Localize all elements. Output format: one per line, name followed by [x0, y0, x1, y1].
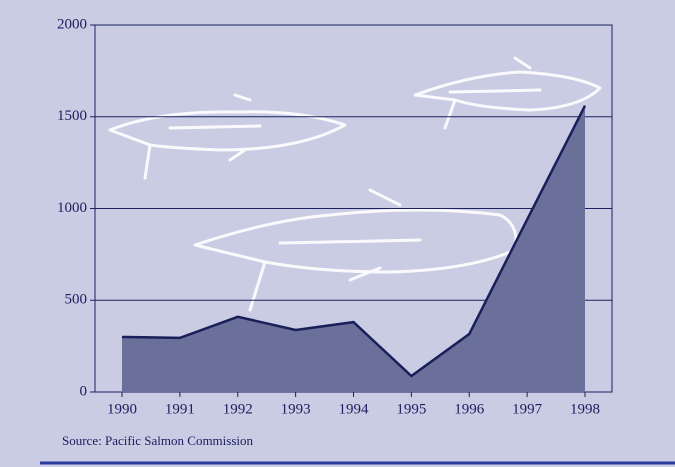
y-tick-label: 1500: [57, 108, 87, 124]
x-tick-label: 1998: [570, 401, 600, 417]
y-tick-label: 1000: [57, 200, 87, 216]
x-tick-label: 1994: [339, 401, 370, 417]
x-tick-label: 1993: [281, 401, 311, 417]
fish-decoration: [108, 56, 602, 312]
x-tick-label: 1996: [454, 401, 485, 417]
x-tick-label: 1995: [396, 401, 426, 417]
line: [121, 105, 587, 378]
y-tick-label: 2000: [57, 16, 87, 32]
y-tick-label: 0: [80, 383, 88, 399]
source-note: Source: Pacific Salmon Commission: [62, 433, 254, 448]
x-tick-label: 1992: [223, 401, 253, 417]
x-tick-label: 1997: [512, 401, 543, 417]
area: [122, 105, 585, 393]
x-tick-label: 1991: [165, 401, 195, 417]
y-tick-label: 500: [65, 292, 88, 308]
x-tick-label: 1990: [107, 401, 137, 417]
